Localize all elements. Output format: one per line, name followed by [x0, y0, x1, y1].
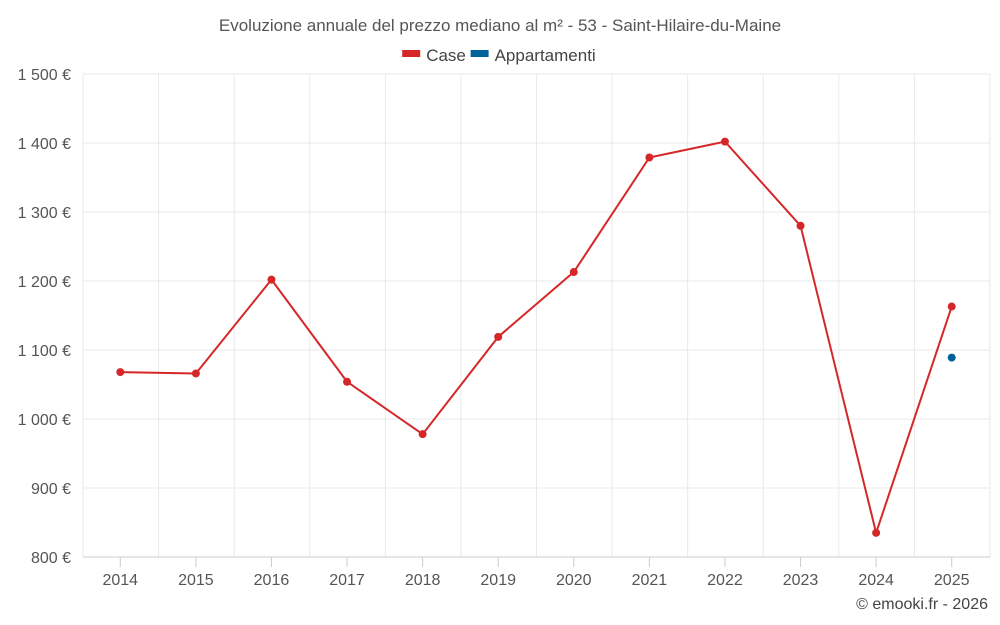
x-tick-label: 2019 [480, 572, 516, 589]
x-tick-label: 2020 [556, 572, 592, 589]
data-point-case[interactable] [872, 528, 881, 537]
legend-label: Case [426, 46, 466, 65]
y-axis: 800 € 900 € 1 000 € 1 100 € 1 200 € 1 300 € 1 … [18, 67, 71, 567]
y-tick-label: 900 € [31, 481, 71, 498]
series-line-case [120, 140, 953, 534]
x-tick-label: 2021 [632, 572, 668, 589]
x-tick-label: 2023 [783, 572, 819, 589]
x-tick-label: 2014 [102, 572, 138, 589]
y-tick-label: 1 200 € [18, 274, 71, 291]
data-point-case[interactable] [494, 332, 503, 341]
x-tick-label: 2024 [858, 572, 894, 589]
y-tick-label: 1 100 € [18, 343, 71, 360]
x-tick-label: 2017 [329, 572, 365, 589]
y-tick-label: 1 400 € [18, 136, 71, 153]
chart-title: Evoluzione annuale del prezzo mediano al… [219, 16, 781, 35]
credit-text: © emooki.fr - 2026 [856, 596, 988, 613]
y-tick-label: 1 500 € [18, 67, 71, 84]
series-case [116, 137, 956, 537]
data-point-case[interactable] [418, 430, 427, 439]
x-tick-label: 2018 [405, 572, 441, 589]
data-point-case[interactable] [267, 275, 276, 284]
x-tick-label: 2025 [934, 572, 970, 589]
x-tick-label: 2022 [707, 572, 743, 589]
legend-swatch [470, 50, 489, 57]
legend-item-appartamenti[interactable]: Appartamenti [470, 46, 596, 65]
data-point-appartamenti[interactable] [947, 353, 956, 362]
data-point-case[interactable] [947, 302, 956, 311]
series-layer [116, 137, 956, 537]
legend[interactable]: Case Appartamenti [402, 46, 596, 65]
x-tick-label: 2016 [254, 572, 290, 589]
data-point-case[interactable] [116, 368, 125, 377]
data-point-case[interactable] [720, 137, 729, 146]
series-appartamenti [947, 353, 956, 362]
data-point-case[interactable] [569, 268, 578, 277]
data-point-case[interactable] [343, 377, 352, 386]
x-axis: 2014 2015 2016 2017 2018 2019 2020 2021 2022 2023… [83, 556, 990, 589]
data-point-case[interactable] [191, 369, 200, 378]
y-tick-label: 1 300 € [18, 205, 71, 222]
legend-label: Appartamenti [495, 46, 596, 65]
x-tick-label: 2015 [178, 572, 214, 589]
data-point-case[interactable] [645, 153, 654, 162]
legend-swatch [402, 50, 421, 57]
y-tick-label: 1 000 € [18, 412, 71, 429]
legend-item-case[interactable]: Case [402, 46, 466, 65]
grid [82, 73, 991, 557]
data-point-case[interactable] [796, 221, 805, 230]
y-tick-label: 800 € [31, 550, 71, 567]
